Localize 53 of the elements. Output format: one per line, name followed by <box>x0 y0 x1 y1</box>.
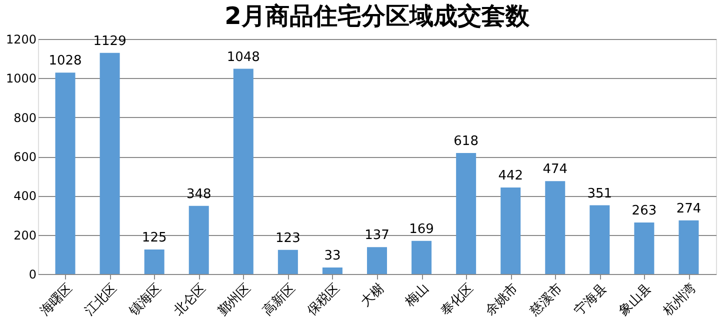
data-label: 169 <box>409 222 434 237</box>
bar <box>590 205 610 274</box>
x-tick-label: 保税区 <box>304 280 343 319</box>
x-tick-label: 海曙区 <box>37 280 76 319</box>
bar <box>322 268 342 274</box>
bar <box>634 222 654 274</box>
x-tick-label: 高新区 <box>259 280 298 319</box>
y-tick-label: 1000 <box>6 72 36 86</box>
x-tick-label: 大榭 <box>358 280 388 310</box>
bar <box>456 152 476 274</box>
bar <box>100 52 120 274</box>
x-tick-label: 杭州湾 <box>660 280 700 320</box>
x-tick-label: 宁海县 <box>571 280 610 319</box>
bar <box>545 181 566 274</box>
y-tick-label: 400 <box>14 189 36 204</box>
bar <box>412 240 432 274</box>
data-label: 33 <box>324 248 341 264</box>
data-label: 263 <box>632 203 657 218</box>
data-label: 1048 <box>226 50 260 65</box>
bar <box>55 72 76 274</box>
bar <box>233 68 254 274</box>
x-tick-label: 江北区 <box>82 280 120 319</box>
x-tick-label: 北仑区 <box>171 280 210 319</box>
data-label: 1129 <box>93 34 126 49</box>
x-tick-label: 象山县 <box>616 280 655 319</box>
data-label: 351 <box>587 186 612 202</box>
data-label: 348 <box>186 186 212 202</box>
data-label: 125 <box>142 230 167 246</box>
chart-title: 2月商品住宅分区域成交套数 <box>224 2 530 30</box>
y-tick-label: 1200 <box>6 32 36 46</box>
data-label: 618 <box>454 134 478 149</box>
y-tick-label: 0 <box>28 268 36 282</box>
x-tick-label: 梅山 <box>402 280 432 310</box>
data-label: 274 <box>676 201 702 216</box>
data-label: 442 <box>498 168 524 184</box>
bar <box>278 250 298 274</box>
y-tick-label: 600 <box>14 150 36 164</box>
bar <box>678 220 699 274</box>
data-label: 1028 <box>48 54 82 69</box>
x-tick-label: 奉化区 <box>438 280 476 319</box>
y-tick-label: 800 <box>14 110 36 125</box>
data-label: 137 <box>364 228 390 244</box>
x-tick-label: 慈溪市 <box>526 280 566 320</box>
bar <box>500 187 521 274</box>
x-tick-label: 镇海区 <box>126 280 165 320</box>
bar <box>144 250 164 274</box>
bar <box>367 247 387 274</box>
bar <box>188 206 209 274</box>
data-label: 474 <box>542 162 568 178</box>
x-tick-label: 余姚市 <box>482 280 521 319</box>
data-label: 123 <box>276 230 300 246</box>
y-tick-label: 200 <box>14 228 36 242</box>
x-tick-label: 鄞州区 <box>216 280 254 319</box>
